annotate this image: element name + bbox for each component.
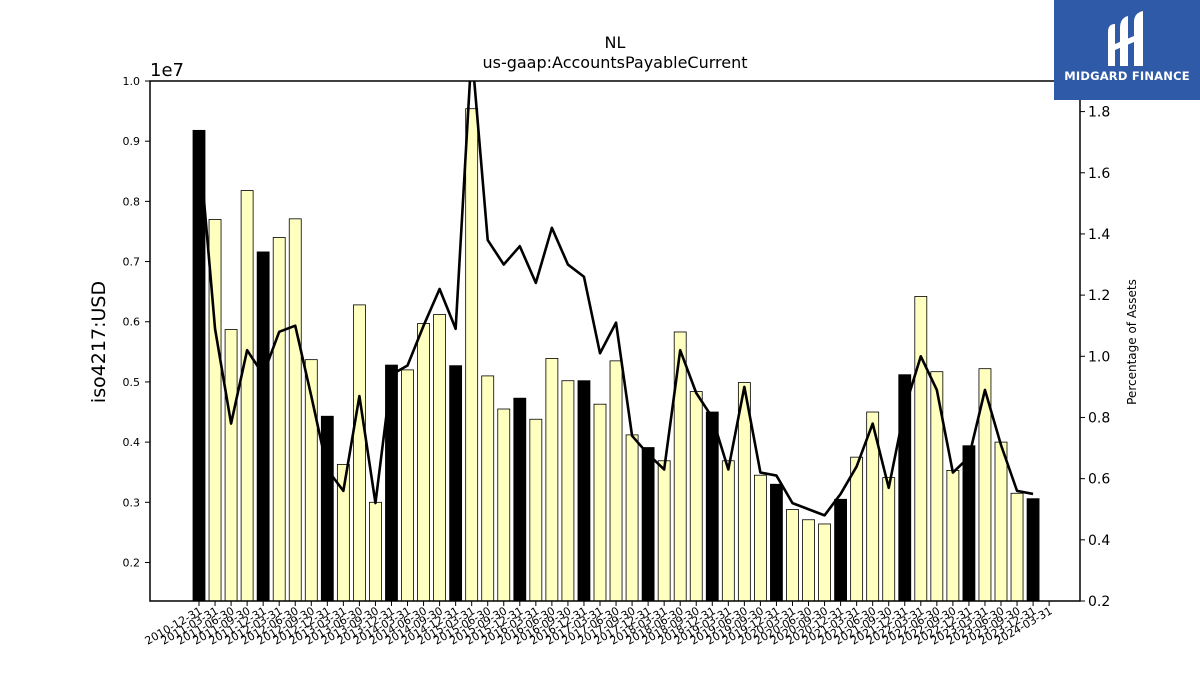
bar — [802, 519, 815, 602]
bar — [224, 329, 238, 602]
percentage-line — [197, 81, 1034, 517]
bar — [1010, 492, 1024, 602]
bar — [786, 509, 799, 602]
bar — [481, 375, 495, 602]
bar — [882, 477, 896, 602]
y2-tick-label: 0.2 — [1088, 594, 1110, 610]
y2-tick-label: 1.4 — [1088, 227, 1110, 243]
bar — [449, 365, 463, 602]
chart-subtitle: us-gaap:AccountsPayableCurrent — [482, 53, 747, 72]
bar — [577, 380, 591, 602]
bar — [609, 360, 623, 602]
bar — [529, 418, 543, 602]
plot-frame — [149, 80, 1081, 602]
bar — [401, 369, 414, 602]
bar — [561, 380, 575, 602]
bar — [689, 391, 703, 602]
bar — [240, 190, 254, 602]
bar — [641, 447, 655, 602]
bar — [433, 314, 447, 602]
y-axis-multiplier: 1e7 — [150, 60, 184, 81]
y-tick-label: 0.3 — [123, 496, 141, 509]
y2-tick-label: 1.6 — [1088, 166, 1110, 182]
bar — [272, 237, 286, 602]
chart-title: NL — [605, 33, 626, 52]
y2-tick-label: 1.2 — [1088, 288, 1110, 304]
logo-text: MIDGARD FINANCE — [1064, 69, 1190, 83]
bar — [754, 474, 767, 602]
y2-tick-label: 1.8 — [1088, 105, 1110, 121]
bar — [465, 108, 479, 602]
bar — [513, 397, 527, 602]
y-tick-label: 0.7 — [123, 256, 141, 269]
y-tick-label: 0.6 — [123, 316, 141, 329]
y2-tick-label: 0.8 — [1088, 410, 1110, 426]
bar — [834, 498, 847, 602]
bar — [288, 218, 302, 602]
y-tick-label: 0.9 — [123, 135, 141, 148]
bar — [593, 403, 607, 602]
brand-logo: MIDGARD FINANCE — [1054, 0, 1200, 100]
bar — [770, 483, 783, 602]
bar — [914, 296, 928, 602]
bar — [721, 460, 735, 602]
bar — [818, 523, 831, 602]
y2-tick-label: 0.6 — [1088, 472, 1110, 488]
y2-tick-label: 1.0 — [1088, 349, 1110, 365]
y-tick-label: 0.8 — [123, 195, 141, 208]
bar — [850, 456, 864, 602]
bar — [625, 434, 639, 602]
bar — [497, 408, 511, 602]
y2-axis-label: Percentage of Assets — [1125, 279, 1139, 405]
bar — [705, 411, 719, 602]
midgard-logo-icon — [1108, 11, 1143, 66]
bar — [256, 251, 270, 602]
y-tick-label: 0.2 — [123, 556, 141, 569]
bar — [994, 441, 1008, 602]
bars-group — [192, 108, 1040, 602]
bar — [657, 460, 671, 602]
y-tick-label: 0.5 — [123, 376, 141, 389]
bar — [1026, 498, 1040, 602]
percentage-line-group — [197, 81, 1034, 517]
bar — [352, 304, 366, 602]
bar — [946, 469, 960, 602]
bar — [369, 501, 382, 602]
y-tick-label: 0.4 — [123, 436, 141, 449]
y2-tick-label: 0.4 — [1088, 533, 1110, 549]
axes-group: 0.2 0.3 0.4 0.5 0.6 0.7 0.8 0.9 1.0 0.2 0.4 0.6 0.8 1… — [123, 75, 1111, 648]
bar — [417, 323, 430, 602]
bar — [962, 445, 976, 602]
y-tick-label: 1.0 — [123, 75, 141, 88]
y-axis-label: iso4217:USD — [88, 281, 110, 403]
bar — [545, 358, 559, 602]
bar — [320, 415, 334, 602]
